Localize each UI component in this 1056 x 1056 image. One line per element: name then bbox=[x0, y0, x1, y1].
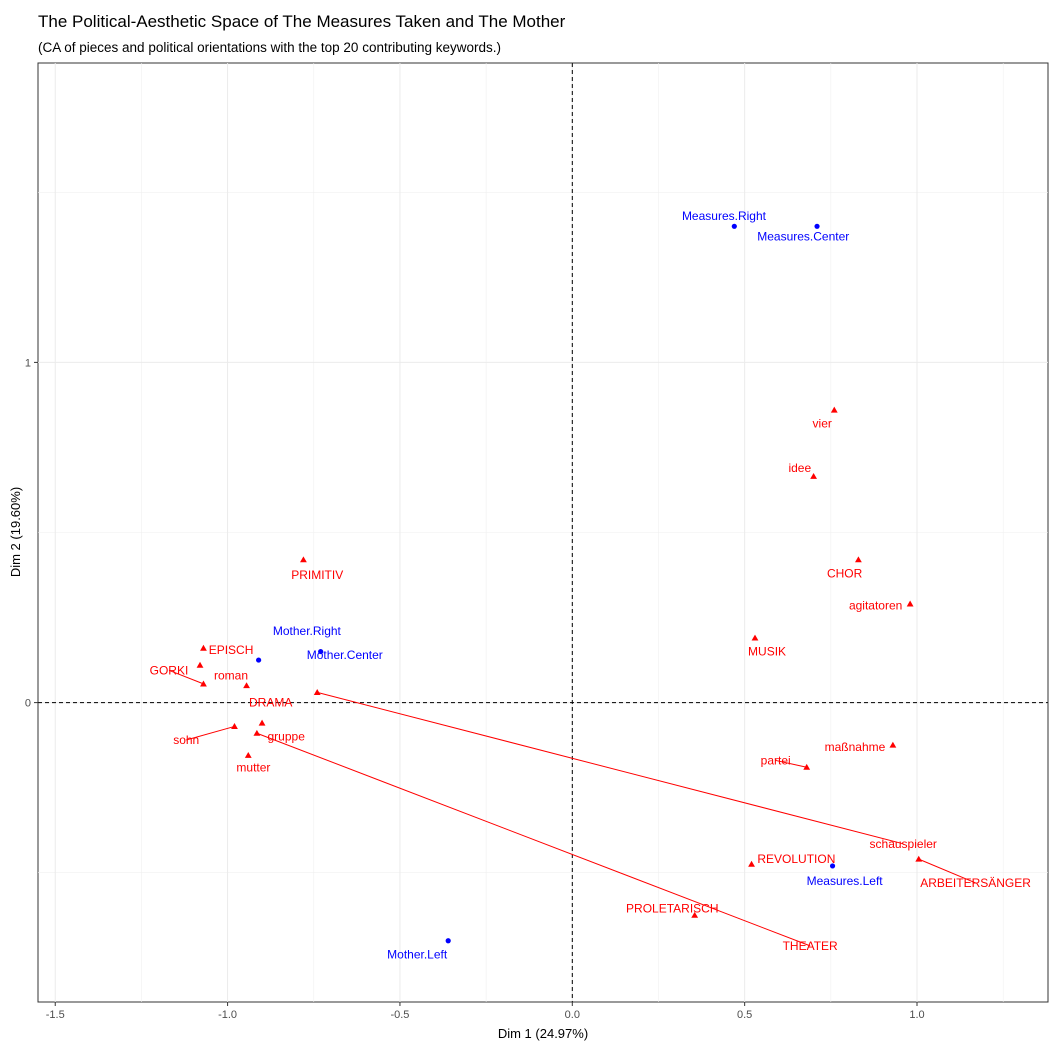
keyword-point bbox=[200, 680, 207, 687]
label-connector-line bbox=[918, 858, 976, 884]
point-label: mutter bbox=[236, 760, 270, 774]
point-label: REVOLUTION bbox=[757, 852, 835, 866]
keyword-point bbox=[906, 600, 914, 607]
point-label: PROLETARISCH bbox=[626, 901, 718, 915]
point-label: Mother.Center bbox=[307, 648, 383, 662]
y-tick-label: 1 bbox=[25, 357, 31, 369]
point-label: sohn bbox=[173, 733, 199, 747]
point-label: EPISCH bbox=[209, 643, 254, 657]
x-tick-label: 0.0 bbox=[565, 1009, 580, 1021]
point-label: DRAMA bbox=[249, 696, 292, 710]
x-tick-label: -1.0 bbox=[218, 1009, 237, 1021]
keyword-point bbox=[915, 855, 923, 862]
label-connector-line bbox=[317, 691, 904, 845]
x-tick-label: -1.5 bbox=[46, 1009, 65, 1021]
keyword-point bbox=[810, 472, 817, 479]
x-tick-label: -0.5 bbox=[390, 1009, 409, 1021]
piece-point bbox=[445, 938, 451, 944]
label-connector-line bbox=[256, 732, 811, 947]
point-markers bbox=[196, 223, 923, 944]
point-label: gruppe bbox=[268, 730, 306, 744]
keyword-point bbox=[253, 729, 261, 736]
chart-title: The Political-Aesthetic Space of The Mea… bbox=[38, 12, 566, 31]
keyword-point bbox=[243, 682, 250, 689]
y-axis-title: Dim 2 (19.60%) bbox=[8, 487, 23, 577]
point-label: Mother.Left bbox=[387, 947, 448, 961]
keyword-point bbox=[258, 719, 266, 726]
point-label: vier bbox=[813, 417, 832, 431]
x-axis-title: Dim 1 (24.97%) bbox=[498, 1026, 588, 1041]
keyword-point bbox=[855, 556, 862, 563]
point-label: Measures.Center bbox=[757, 230, 849, 244]
keyword-point bbox=[691, 911, 699, 918]
point-label: Measures.Right bbox=[682, 209, 767, 223]
keyword-point bbox=[244, 751, 252, 758]
point-label: ARBEITERSÄNGER bbox=[920, 876, 1031, 890]
y-axis-ticks: 01 bbox=[25, 357, 38, 710]
keyword-point bbox=[300, 556, 307, 563]
minor-gridlines bbox=[38, 63, 1048, 1002]
y-tick-label: 0 bbox=[25, 698, 31, 710]
piece-point bbox=[814, 223, 820, 229]
chart-subtitle: (CA of pieces and political orientations… bbox=[38, 40, 502, 55]
keyword-point bbox=[313, 689, 321, 695]
point-labels: Measures.Right Measures.Center Mother.Righ… bbox=[150, 209, 1032, 961]
piece-point bbox=[318, 648, 324, 655]
label-connector-line bbox=[168, 669, 204, 685]
point-label: idee bbox=[788, 461, 811, 475]
piece-point bbox=[829, 863, 836, 869]
label-connector-line bbox=[186, 725, 235, 741]
point-label: THEATER bbox=[783, 939, 838, 953]
point-label: GORKI bbox=[150, 663, 189, 677]
keyword-point bbox=[231, 723, 238, 729]
keyword-point bbox=[196, 661, 204, 668]
point-label: partei bbox=[761, 753, 791, 767]
piece-point bbox=[731, 223, 737, 229]
keyword-point bbox=[830, 406, 838, 413]
point-label: CHOR bbox=[827, 566, 863, 580]
keyword-point bbox=[803, 763, 811, 770]
point-label: maßnahme bbox=[825, 740, 886, 754]
label-connector-line bbox=[775, 759, 807, 768]
point-label: schauspieler bbox=[870, 837, 937, 851]
x-tick-label: 0.5 bbox=[737, 1009, 752, 1021]
x-axis-ticks: -1.5 -1.0 -0.5 0.0 0.5 1.0 bbox=[46, 1002, 925, 1021]
point-label: agitatoren bbox=[849, 599, 902, 613]
keyword-point bbox=[200, 644, 207, 651]
reference-lines bbox=[38, 63, 1048, 1002]
x-tick-label: 1.0 bbox=[909, 1009, 924, 1021]
point-label: Mother.Right bbox=[273, 624, 342, 638]
point-label: Measures.Left bbox=[807, 874, 884, 888]
keyword-point bbox=[889, 741, 897, 748]
label-connectors bbox=[168, 669, 976, 947]
keyword-point bbox=[748, 860, 755, 867]
point-label: roman bbox=[214, 668, 248, 682]
piece-point bbox=[256, 657, 262, 663]
point-label: MUSIK bbox=[748, 645, 786, 659]
keyword-point bbox=[751, 634, 759, 641]
point-label: PRIMITIV bbox=[291, 568, 343, 582]
